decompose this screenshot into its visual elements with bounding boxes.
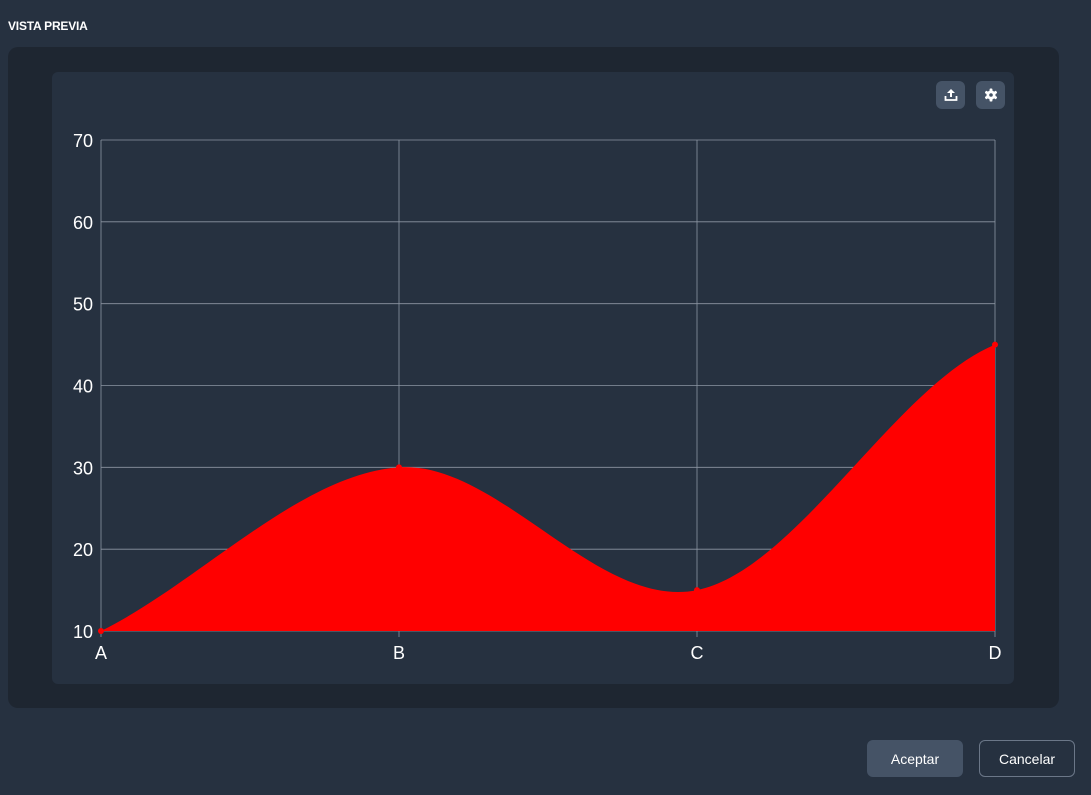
y-tick-label: 20 (73, 540, 93, 560)
x-tick-label: C (691, 643, 704, 663)
x-tick-label: A (95, 643, 107, 663)
gear-icon (984, 88, 997, 102)
y-tick-label: 70 (73, 131, 93, 151)
data-point (98, 628, 104, 634)
section-title: VISTA PREVIA (8, 19, 88, 33)
y-tick-label: 10 (73, 622, 93, 642)
y-tick-label: 40 (73, 377, 93, 397)
settings-button[interactable] (976, 81, 1005, 109)
upload-icon (944, 89, 957, 101)
cancel-button[interactable]: Cancelar (979, 740, 1075, 777)
data-point (694, 587, 700, 594)
x-tick-label: D (989, 643, 1002, 663)
y-tick-label: 50 (73, 295, 93, 315)
area-fill (101, 344, 995, 631)
y-tick-label: 60 (73, 213, 93, 233)
y-tick-label: 30 (73, 458, 93, 478)
export-button[interactable] (936, 81, 965, 109)
x-tick-label: B (393, 643, 405, 663)
data-point (396, 464, 402, 471)
accept-button[interactable]: Aceptar (867, 740, 963, 777)
data-point (992, 341, 998, 348)
